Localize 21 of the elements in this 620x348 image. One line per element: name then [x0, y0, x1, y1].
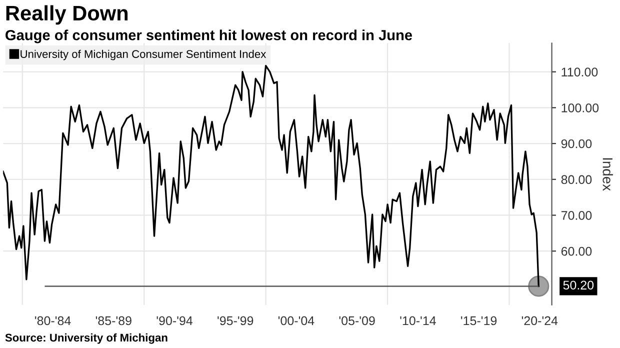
chart-subtitle: Gauge of consumer sentiment hit lowest on record in June — [6, 30, 412, 44]
y-tick-label: 80.00 — [561, 175, 592, 184]
y-tick-label: 110.00 — [562, 68, 598, 76]
y-tick-label: 100.00 — [562, 103, 599, 112]
source-note: Source: University of Michigan — [5, 333, 168, 344]
x-tick-label: '15-'19 — [461, 316, 497, 326]
y-tick-label: 90.00 — [561, 139, 592, 148]
legend-label: University of Michigan Consumer Sentiment Index — [20, 50, 266, 60]
x-tick-label: '90-'94 — [156, 316, 193, 326]
chart-title: Really Down — [6, 5, 128, 25]
y-tick-label: 60.00 — [561, 246, 592, 256]
x-tick-label: '95-'99 — [218, 316, 254, 326]
annotation: 50.20 — [563, 280, 594, 290]
y-axis-title: Index — [602, 158, 613, 191]
x-tick-label: '20-'24 — [522, 316, 558, 326]
x-tick-label: '80-'84 — [35, 316, 71, 326]
x-tick-label: '10-'14 — [400, 316, 436, 326]
x-tick-label: '05-'09 — [339, 316, 375, 326]
x-tick-label: '85-'89 — [96, 316, 132, 326]
y-tick-label: 70.00 — [561, 211, 592, 220]
x-tick-label: '00-'04 — [278, 316, 314, 326]
